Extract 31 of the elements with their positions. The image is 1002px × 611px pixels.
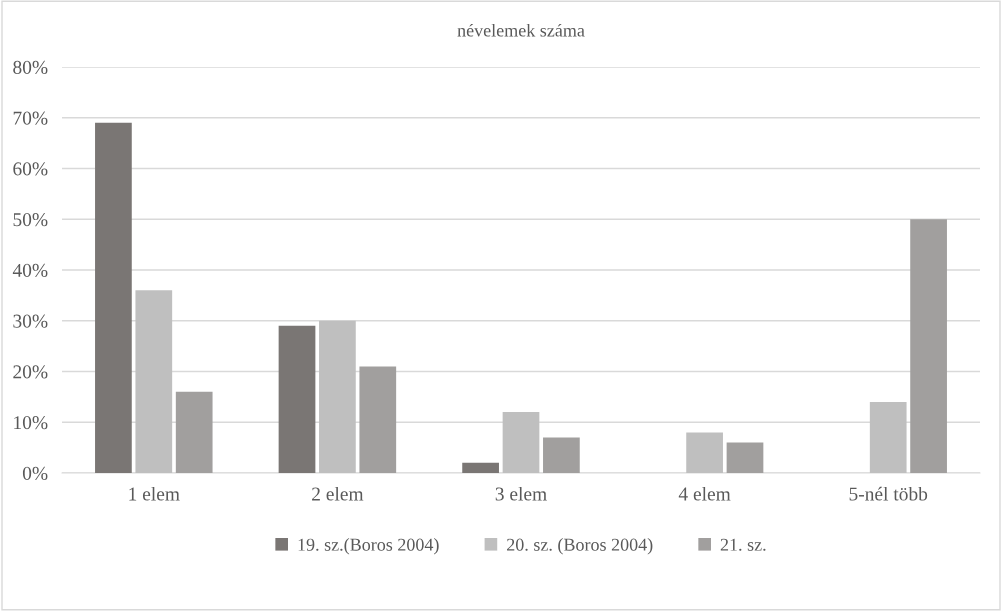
legend-label: 20. sz. (Boros 2004): [507, 538, 653, 555]
x-tick-label: 2 elem: [312, 486, 364, 501]
legend-label: 19. sz.(Boros 2004): [298, 538, 439, 555]
bar: [135, 290, 173, 473]
x-tick-label: 5-nél több: [849, 486, 928, 501]
x-tick-label: 4 elem: [678, 486, 731, 501]
bar: [175, 391, 213, 473]
x-tick-label: 1 elem: [129, 486, 180, 501]
y-tick-label: 70%: [13, 111, 48, 125]
x-tick-label: 3 elem: [495, 486, 547, 501]
bar: [462, 462, 499, 473]
bar: [910, 219, 947, 473]
bar: [543, 437, 580, 473]
y-tick-label: 30%: [13, 314, 48, 328]
y-tick-label: 20%: [13, 365, 48, 379]
y-tick-label: 10%: [14, 416, 48, 430]
y-tick-label: 60%: [13, 162, 48, 176]
bar: [278, 325, 316, 473]
y-tick-label: 50%: [13, 213, 48, 227]
bar: [502, 412, 540, 473]
y-tick-label: 0%: [22, 466, 48, 480]
y-tick-label: 80%: [13, 60, 48, 74]
bar: [95, 122, 132, 473]
bar: [319, 320, 356, 473]
chart-title: névelemek száma: [457, 23, 585, 37]
bar: [359, 366, 397, 473]
bar: [869, 401, 907, 473]
y-tick-label: 40%: [12, 263, 48, 277]
bar: [726, 442, 764, 473]
bar: [686, 432, 723, 473]
legend-label: 21. sz.: [720, 538, 766, 551]
